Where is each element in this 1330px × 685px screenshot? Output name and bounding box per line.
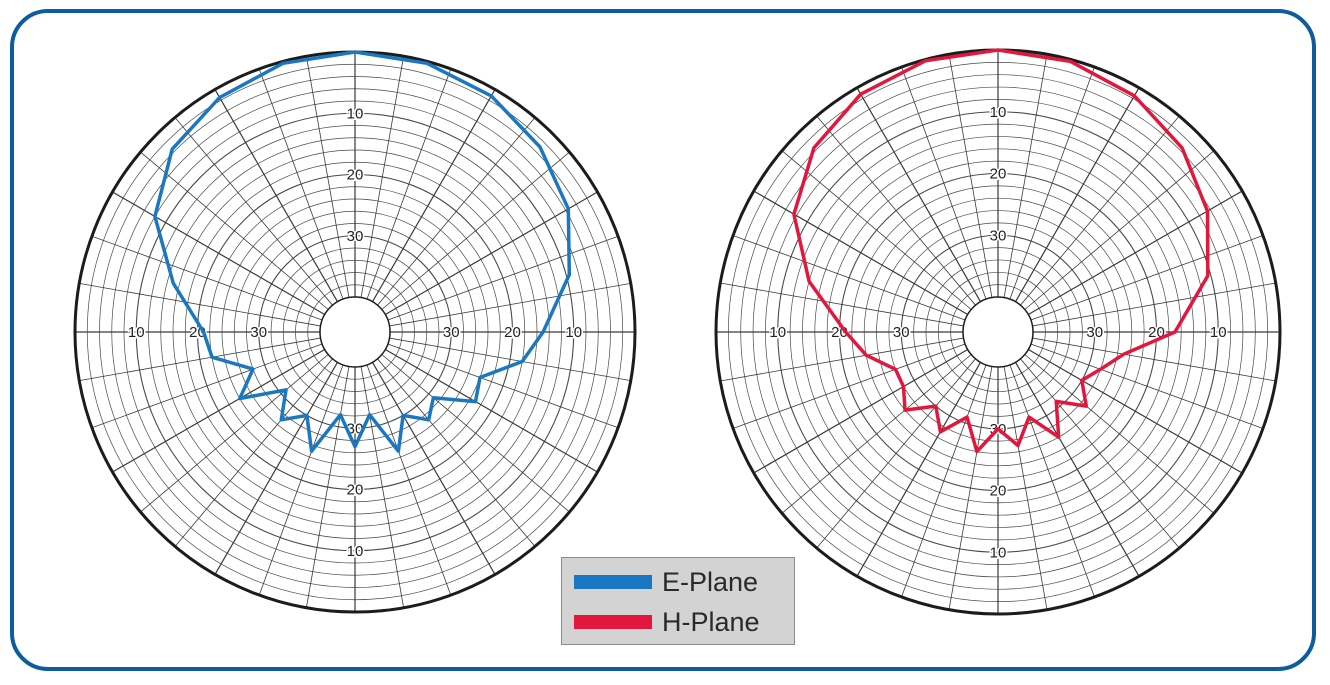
grid-spoke bbox=[1009, 66, 1095, 300]
radial-tick-label: 10 bbox=[347, 543, 364, 560]
grid-spoke bbox=[381, 151, 570, 310]
grid-spoke bbox=[1003, 366, 1048, 610]
grid-spoke bbox=[720, 337, 964, 382]
grid-spoke bbox=[377, 358, 536, 547]
radial-tick-label: 10 bbox=[1210, 324, 1227, 341]
grid-spoke bbox=[79, 337, 321, 382]
grid-spoke bbox=[381, 354, 570, 513]
grid-spoke bbox=[856, 362, 982, 577]
grid-spoke bbox=[1028, 348, 1243, 474]
radial-tick-label: 30 bbox=[250, 324, 267, 341]
legend-swatch-h-plane bbox=[574, 615, 652, 629]
grid-spoke bbox=[258, 68, 344, 300]
radial-tick-label: 30 bbox=[347, 228, 364, 245]
grid-spoke bbox=[360, 56, 405, 298]
radial-tick-label: 10 bbox=[990, 544, 1007, 561]
grid-spoke bbox=[948, 54, 993, 298]
grid-spoke bbox=[385, 348, 598, 473]
grid-spoke bbox=[816, 115, 976, 306]
grid-spoke bbox=[389, 282, 631, 327]
grid-spoke bbox=[371, 89, 496, 302]
radial-tick-label: 30 bbox=[443, 324, 460, 341]
grid-spoke bbox=[732, 235, 966, 321]
grid-spoke bbox=[366, 68, 452, 300]
grid-spoke bbox=[377, 117, 536, 306]
grid-spoke bbox=[781, 354, 972, 514]
grid-spoke bbox=[1024, 354, 1215, 514]
grid-spoke bbox=[389, 337, 631, 382]
grid-spoke bbox=[112, 348, 325, 473]
grid-spoke bbox=[1020, 115, 1180, 306]
radial-tick-label: 10 bbox=[769, 324, 786, 341]
grid-spoke bbox=[1030, 235, 1264, 321]
grid-spoke bbox=[371, 362, 496, 575]
grid-spoke bbox=[214, 362, 339, 575]
grid-spoke bbox=[1014, 87, 1140, 302]
series-line-h-plane bbox=[792, 48, 1210, 454]
grid-spoke bbox=[1032, 337, 1276, 382]
radial-tick-label: 10 bbox=[990, 104, 1007, 121]
radial-tick-label: 20 bbox=[504, 324, 521, 341]
center-hole bbox=[962, 296, 1034, 368]
radial-tick-label: 30 bbox=[990, 227, 1007, 244]
grid-spoke bbox=[781, 150, 972, 310]
grid-spoke bbox=[385, 191, 598, 316]
legend-item-e-plane: E-Plane bbox=[574, 564, 758, 600]
grid-spoke bbox=[174, 117, 333, 306]
radial-tick-label: 10 bbox=[347, 105, 364, 122]
grid-spoke bbox=[174, 358, 333, 547]
grid-spoke bbox=[901, 66, 987, 300]
grid-spoke bbox=[1032, 282, 1276, 327]
radial-tick-label: 10 bbox=[128, 324, 145, 341]
grid-spoke bbox=[1028, 190, 1243, 316]
radial-tick-label: 30 bbox=[893, 324, 910, 341]
grid-spoke bbox=[387, 343, 619, 429]
grid-spoke bbox=[1030, 343, 1264, 429]
legend-swatch-e-plane bbox=[574, 575, 652, 589]
legend: E-Plane H-Plane bbox=[561, 557, 795, 645]
grid-spoke bbox=[214, 89, 339, 302]
grid-spoke bbox=[1024, 150, 1215, 310]
grid-spoke bbox=[91, 343, 323, 429]
grid-spoke bbox=[720, 282, 964, 327]
grid-spoke bbox=[732, 343, 966, 429]
legend-label-e-plane: E-Plane bbox=[662, 566, 759, 597]
grid-spoke bbox=[140, 151, 329, 310]
grid-spoke bbox=[366, 364, 452, 596]
radial-tick-label: 30 bbox=[1086, 324, 1103, 341]
radial-tick-label: 20 bbox=[990, 166, 1007, 183]
legend-item-h-plane: H-Plane bbox=[574, 604, 760, 640]
legend-label-h-plane: H-Plane bbox=[662, 606, 760, 637]
grid-spoke bbox=[753, 190, 968, 316]
grid-spoke bbox=[79, 282, 321, 327]
grid-spoke bbox=[1009, 364, 1095, 598]
center-hole bbox=[319, 296, 391, 368]
grid-spoke bbox=[258, 364, 344, 596]
grid-spoke bbox=[387, 235, 619, 321]
grid-spoke bbox=[91, 235, 323, 321]
radial-tick-label: 20 bbox=[347, 167, 364, 184]
series-line-e-plane bbox=[153, 50, 572, 453]
grid-spoke bbox=[901, 364, 987, 598]
radial-tick-label: 10 bbox=[565, 324, 582, 341]
grid-spoke bbox=[140, 354, 329, 513]
grid-spoke bbox=[305, 56, 350, 298]
grid-spoke bbox=[816, 358, 976, 549]
grid-spoke bbox=[856, 87, 982, 302]
radial-tick-label: 20 bbox=[347, 482, 364, 499]
grid-spoke bbox=[360, 366, 405, 608]
grid-spoke bbox=[112, 191, 325, 316]
radial-tick-label: 20 bbox=[990, 483, 1007, 500]
grid-spoke bbox=[1020, 358, 1180, 549]
grid-spoke bbox=[1014, 362, 1140, 577]
grid-spoke bbox=[305, 366, 350, 608]
grid-spoke bbox=[948, 366, 993, 610]
grid-spoke bbox=[1003, 54, 1048, 298]
grid-spoke bbox=[753, 348, 968, 474]
